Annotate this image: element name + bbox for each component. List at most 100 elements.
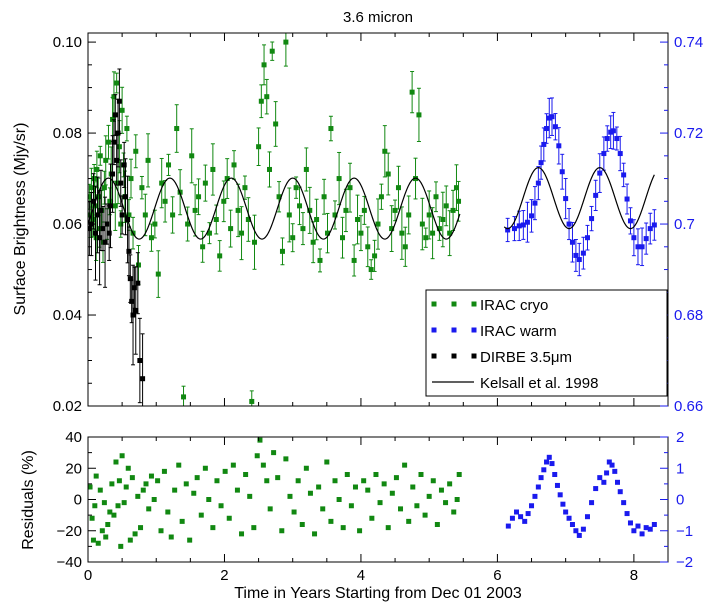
residuals-panel: 0 2 4 6 8 −40 −20 0 20 40 −2 −1 0 1 2 Residuals (%) Ti… xyxy=(20,429,693,602)
data-point xyxy=(131,285,137,291)
data-point xyxy=(95,212,101,218)
data-point xyxy=(133,307,139,313)
residual-point xyxy=(279,528,285,534)
residual-point xyxy=(218,503,224,509)
data-point xyxy=(126,212,132,218)
residual-point xyxy=(352,484,358,490)
x-axis-label: Time in Years Starting from Dec 01 2003 xyxy=(234,585,522,602)
data-point xyxy=(128,176,134,182)
data-point xyxy=(245,217,251,222)
residual-point xyxy=(381,481,387,487)
bottom-plot-frame xyxy=(87,436,669,563)
residual-point xyxy=(148,473,154,479)
residual-point xyxy=(129,475,135,481)
residual-point xyxy=(172,487,178,493)
data-point xyxy=(343,207,349,213)
residual-point xyxy=(410,484,416,490)
residual-point xyxy=(257,437,263,443)
residual-point xyxy=(569,522,575,527)
x-tick-label: 2 xyxy=(220,567,228,584)
residual-point xyxy=(109,481,115,487)
residual-point xyxy=(385,525,391,531)
data-point xyxy=(535,180,541,186)
residual-point xyxy=(357,528,363,534)
residual-point xyxy=(271,450,277,456)
data-point xyxy=(433,194,439,200)
data-point xyxy=(139,185,145,191)
data-point xyxy=(251,239,257,245)
y-tick-label: −20 xyxy=(57,523,82,540)
data-point xyxy=(90,198,96,204)
residual-point xyxy=(606,459,612,465)
data-point xyxy=(328,126,334,132)
residual-point xyxy=(414,503,420,509)
data-point xyxy=(608,129,614,135)
y2-tick-label: 0.74 xyxy=(674,34,703,51)
data-point xyxy=(231,162,237,168)
data-point xyxy=(119,107,125,113)
data-point xyxy=(631,235,637,241)
residual-point xyxy=(377,500,383,506)
data-point xyxy=(601,151,607,157)
y2-tick-label: −2 xyxy=(676,554,693,571)
residual-point xyxy=(125,465,131,471)
residual-point xyxy=(111,512,117,518)
data-point xyxy=(290,235,296,241)
data-point xyxy=(635,244,641,250)
data-point xyxy=(166,162,172,168)
residual-point xyxy=(115,503,121,509)
residual-point xyxy=(113,459,119,465)
residual-point xyxy=(580,526,586,532)
residual-point xyxy=(389,490,395,496)
data-point xyxy=(88,226,92,232)
data-point xyxy=(196,194,202,200)
y2-tick-label: 0.72 xyxy=(674,125,703,142)
y-tick-label: 40 xyxy=(65,429,82,446)
residual-point xyxy=(451,509,457,515)
residual-point xyxy=(651,522,657,527)
residual-point xyxy=(340,525,346,531)
residual-point xyxy=(103,534,109,540)
residual-point xyxy=(291,509,297,515)
residual-point xyxy=(194,475,200,481)
legend-label: Kelsall et al. 1998 xyxy=(480,375,598,392)
y-tick-label: 0.04 xyxy=(53,307,82,324)
residual-point xyxy=(624,511,630,517)
y-tick-label: 0.10 xyxy=(53,34,82,51)
residual-point xyxy=(295,478,301,484)
data-point xyxy=(133,148,139,154)
data-point xyxy=(368,267,374,273)
data-point xyxy=(529,213,535,219)
brightness-panel: 3.6 micron 0.02 0.04 0.06 0.08 0.10 0.66 0.68 0… xyxy=(12,9,703,415)
data-point xyxy=(121,162,127,168)
data-point xyxy=(317,257,323,263)
residual-point xyxy=(443,500,449,506)
residual-point xyxy=(398,506,404,512)
data-point xyxy=(355,217,361,222)
data-point xyxy=(112,203,118,209)
residual-point xyxy=(529,503,535,509)
data-point xyxy=(91,176,97,182)
data-point xyxy=(580,250,586,256)
data-point xyxy=(639,244,645,250)
data-point xyxy=(651,222,657,228)
residual-point xyxy=(544,459,550,465)
residual-point xyxy=(127,537,133,543)
top-y-axis-label: Surface Brightness (Mjy/sr) xyxy=(12,123,29,316)
data-point xyxy=(145,157,151,163)
data-point xyxy=(142,212,148,218)
data-point xyxy=(279,248,285,254)
residual-point xyxy=(234,487,240,493)
data-point xyxy=(617,151,623,157)
legend-box xyxy=(425,289,668,397)
legend-marker xyxy=(471,327,477,333)
residual-point xyxy=(593,486,599,492)
residual-point xyxy=(155,478,161,484)
top-plot-frame xyxy=(87,32,669,407)
residual-point xyxy=(518,514,524,520)
legend-marker xyxy=(451,353,457,359)
legend-marker xyxy=(451,301,457,307)
residual-point xyxy=(135,493,141,499)
data-point xyxy=(119,212,125,218)
residual-point xyxy=(107,509,113,515)
